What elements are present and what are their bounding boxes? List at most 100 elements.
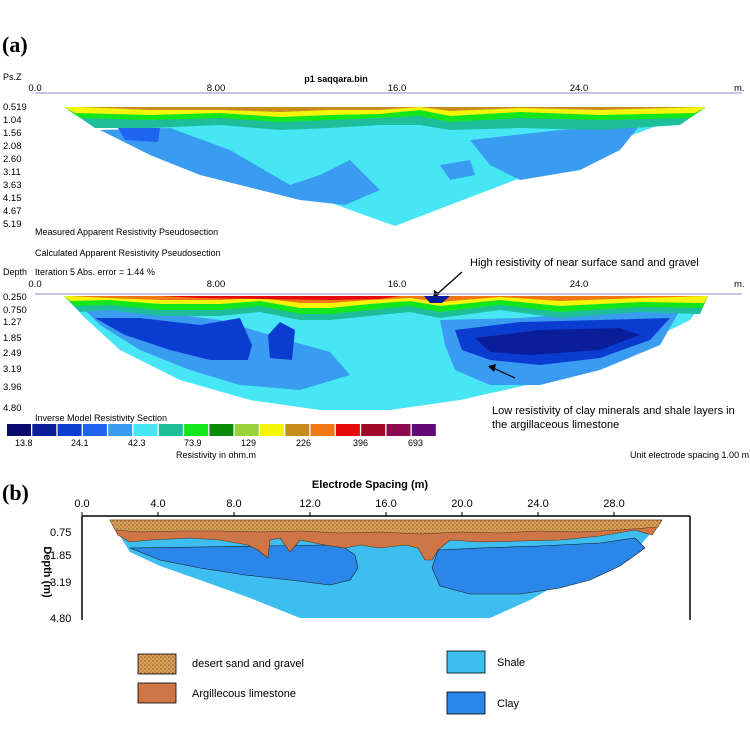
sand-gravel-layer — [109, 519, 663, 535]
geologic-section — [109, 519, 663, 618]
top-x-tick: 8.00 — [207, 83, 226, 94]
depth-label: 2.08 — [3, 141, 22, 152]
legend-swatch-sand — [137, 653, 177, 675]
color-scale-swatch — [386, 424, 411, 436]
top-x-tick: 16.0 — [388, 83, 407, 94]
depth-label: 3.11 — [3, 167, 21, 178]
depth-label: 1.56 — [3, 128, 22, 139]
measured-pseudosection — [64, 107, 706, 226]
y-tick: 3.19 — [50, 577, 71, 589]
depth-label: 3.63 — [3, 180, 22, 191]
color-scale-swatch — [108, 424, 133, 436]
top-depth-labels: 0.519 1.04 1.56 2.08 2.60 3.11 3.63 4.15… — [3, 102, 27, 230]
color-scale-labels: 13.8 24.1 42.3 73.9 129 226 396 693 — [15, 438, 423, 448]
x-tick: 20.0 — [451, 498, 472, 510]
calculated-caption: Calculated Apparent Resistivity Pseudose… — [35, 248, 221, 258]
inverse-model-section — [64, 296, 708, 410]
depth-label: 0.519 — [3, 102, 27, 113]
color-scale-swatch — [260, 424, 284, 436]
scale-label: 73.9 — [184, 438, 202, 448]
y-axis-title: Depth (m) — [41, 546, 53, 598]
color-scale-swatch — [209, 424, 234, 436]
depth-label: 2.60 — [3, 154, 22, 165]
color-scale-swatch — [158, 424, 183, 436]
bottom-x-tick: 16.0 — [388, 279, 407, 290]
bottom-x-tick: 0.0 — [28, 279, 41, 290]
top-x-axis: 0.0 8.00 16.0 24.0 m. — [28, 83, 744, 94]
panel-b-label: (b) — [2, 480, 29, 505]
x-tick: 4.0 — [150, 498, 165, 510]
x-tick: 8.0 — [226, 498, 241, 510]
scale-label: 226 — [296, 438, 311, 448]
section-x-ticks: 0.0 4.0 8.0 12.0 16.0 20.0 24.0 28.0 — [74, 498, 624, 510]
top-y-label: Ps.Z — [3, 72, 22, 82]
measured-caption: Measured Apparent Resistivity Pseudosect… — [35, 227, 218, 237]
scale-label: 13.8 — [15, 438, 33, 448]
file-name: p1 saqqara.bin — [304, 74, 368, 84]
bottom-x-tick: 24.0 — [570, 279, 589, 290]
panel-a-label: (a) — [2, 32, 28, 57]
legend-label: desert sand and gravel — [192, 658, 304, 670]
legend-label: Argillecous limestone — [192, 688, 296, 700]
legend-swatch-clay — [446, 691, 486, 715]
depth-label: 3.96 — [3, 382, 22, 393]
depth-label: 4.67 — [3, 206, 22, 217]
color-scale-swatch — [310, 424, 335, 436]
color-scale-swatch — [234, 424, 259, 436]
section-y-ticks: 0.75 1.85 3.19 4.80 — [50, 527, 71, 625]
scale-label: 129 — [241, 438, 256, 448]
bottom-x-axis: 0.0 8.00 16.0 24.0 m. — [28, 279, 745, 295]
color-scale-swatch — [411, 424, 436, 436]
legend-label: Clay — [497, 698, 520, 710]
color-scale-swatch — [335, 424, 360, 436]
inverse-caption: Inverse Model Resistivity Section — [35, 413, 167, 423]
legend: desert sand and gravel Argillecous limes… — [137, 650, 525, 715]
x-tick: 16.0 — [375, 498, 396, 510]
annotation-high-arrow — [434, 271, 463, 297]
bottom-y-label: Depth — [3, 267, 27, 277]
y-tick: 1.85 — [50, 550, 71, 562]
top-x-tick: 24.0 — [570, 83, 589, 94]
legend-swatch-limestone — [137, 682, 177, 704]
depth-label: 0.750 — [3, 305, 27, 316]
bottom-depth-labels: 0.250 0.750 1.27 1.85 2.49 3.19 3.96 4.8… — [3, 292, 27, 414]
bottom-x-unit: m. — [734, 279, 745, 290]
x-tick: 0.0 — [74, 498, 89, 510]
color-scale-swatch — [82, 424, 107, 436]
y-tick: 4.80 — [50, 613, 71, 625]
depth-label: 1.04 — [3, 115, 22, 126]
legend-label: Shale — [497, 657, 525, 669]
scale-label: 693 — [408, 438, 423, 448]
depth-label: 1.85 — [3, 333, 22, 344]
annotation-low-arrowhead — [488, 364, 496, 372]
color-scale-swatch — [7, 424, 31, 436]
scale-label: 42.3 — [128, 438, 146, 448]
x-tick: 12.0 — [299, 498, 320, 510]
iteration-text: Iteration 5 Abs. error = 1.44 % — [35, 267, 155, 277]
unit-spacing: Unit electrode spacing 1.00 m. — [630, 450, 750, 460]
x-tick: 28.0 — [603, 498, 624, 510]
top-x-unit: m. — [734, 83, 745, 94]
x-tick: 24.0 — [527, 498, 548, 510]
depth-label: 1.27 — [3, 317, 22, 328]
scale-label: 24.1 — [71, 438, 89, 448]
scale-label: 396 — [353, 438, 368, 448]
clay-body-right — [431, 537, 646, 595]
resistivity-units: Resistivity in ohm.m — [176, 450, 256, 460]
color-scale-swatch — [32, 424, 57, 436]
legend-swatch-shale — [446, 650, 486, 674]
color-scale-swatch — [285, 424, 310, 436]
depth-label: 4.80 — [3, 403, 22, 414]
color-scale — [7, 424, 436, 436]
color-scale-swatch — [184, 424, 209, 436]
depth-label: 0.250 — [3, 292, 27, 303]
color-scale-swatch — [361, 424, 386, 436]
color-scale-swatch — [57, 424, 82, 436]
y-tick: 0.75 — [50, 527, 71, 539]
depth-label: 5.19 — [3, 219, 22, 230]
section-axes — [81, 512, 691, 620]
depth-label: 2.49 — [3, 348, 22, 359]
annotation-low-line1: Low resistivity of clay minerals and sha… — [492, 405, 735, 417]
depth-label: 4.15 — [3, 193, 22, 204]
